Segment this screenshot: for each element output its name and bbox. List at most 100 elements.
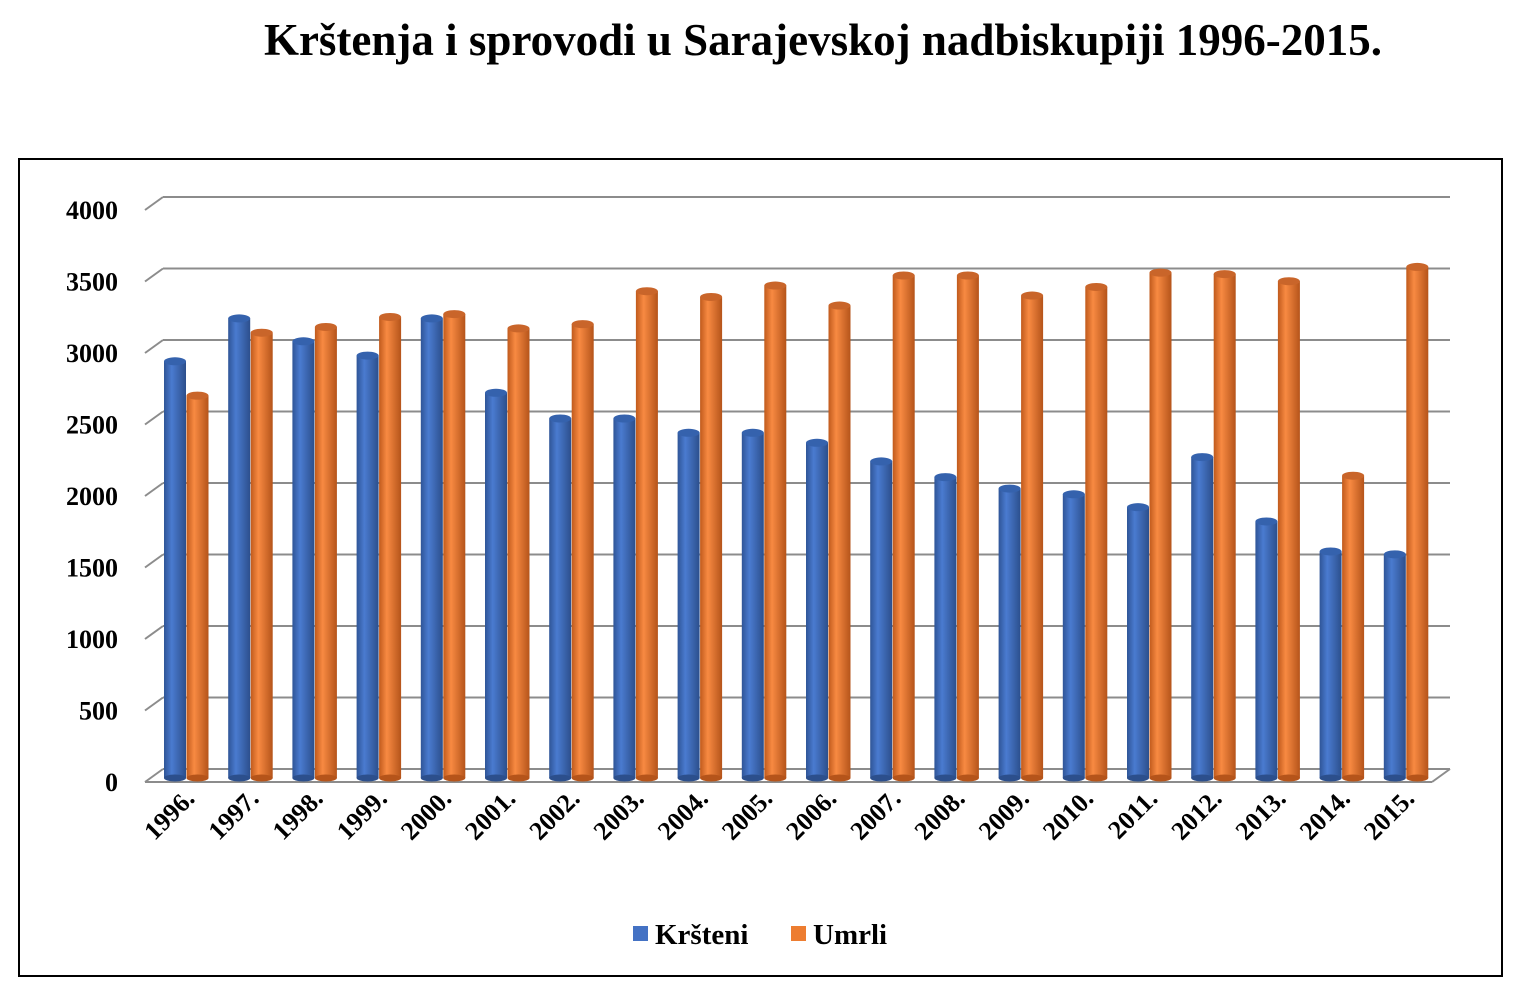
bar-body xyxy=(292,341,315,778)
bar-umrli-1999 xyxy=(379,312,402,782)
bar-base xyxy=(934,774,957,782)
bar-base xyxy=(828,774,851,782)
y-tick-label: 3000 xyxy=(66,339,118,368)
bar-top xyxy=(314,322,337,331)
bar-body xyxy=(806,442,828,778)
bar-krsteni-2004 xyxy=(677,428,700,782)
bar-body xyxy=(549,418,572,778)
y-tick-label: 500 xyxy=(79,697,118,726)
y-tick-label: 1500 xyxy=(66,554,118,583)
bar-umrli-2004 xyxy=(700,292,723,782)
legend-swatch-umrli xyxy=(791,926,806,941)
bar-top xyxy=(828,301,851,310)
gridline-diagonal xyxy=(144,625,164,640)
bar-body xyxy=(1085,286,1108,778)
bar-base xyxy=(379,774,402,782)
bar-umrli-2008 xyxy=(956,271,979,782)
bar-top xyxy=(892,271,915,280)
bar-body xyxy=(764,285,787,778)
bar-body xyxy=(1213,274,1236,778)
bar-krsteni-2002 xyxy=(549,414,572,782)
bar-base xyxy=(892,774,915,782)
bar-body xyxy=(1277,281,1300,778)
bar-top xyxy=(186,391,209,400)
bar-base xyxy=(507,774,530,782)
y-tick-label: 4000 xyxy=(66,196,118,225)
bar-krsteni-2005 xyxy=(741,428,764,782)
y-tick-label: 2500 xyxy=(66,411,118,440)
bar-top xyxy=(507,324,530,333)
gridline-diagonal xyxy=(144,553,164,569)
bar-base xyxy=(700,774,723,782)
bar-body xyxy=(1021,295,1044,778)
bar-krsteni-1997 xyxy=(228,314,251,782)
bar-top xyxy=(1085,282,1108,291)
bar-body xyxy=(485,392,507,778)
bar-top xyxy=(741,428,764,437)
bar-body xyxy=(934,477,957,778)
bar-base xyxy=(314,774,337,782)
bar-top xyxy=(1191,453,1214,462)
bar-top xyxy=(1149,268,1172,277)
bar-top xyxy=(1277,277,1300,286)
bar-base xyxy=(677,774,700,782)
bar-body xyxy=(870,461,893,778)
x-tick-label: 2012. xyxy=(1166,784,1228,846)
bar-base xyxy=(1319,774,1342,782)
bar-body xyxy=(164,361,186,778)
bar-body xyxy=(1319,551,1342,778)
gridline-diagonal xyxy=(144,482,164,497)
bar-top xyxy=(250,328,273,337)
bar-base xyxy=(356,774,379,782)
bar-top xyxy=(613,414,636,423)
y-tick-label: 0 xyxy=(105,768,118,797)
bar-body xyxy=(956,275,979,778)
bar-body xyxy=(998,488,1021,778)
bar-base xyxy=(1191,774,1214,782)
legend-label-umrli: Umrli xyxy=(813,919,887,951)
floor-side-edge xyxy=(1431,768,1451,783)
bar-krsteni-2006 xyxy=(806,438,828,782)
x-tick-label: 2000. xyxy=(395,784,457,846)
bar-base xyxy=(164,774,186,782)
bar-base xyxy=(228,774,251,782)
bar-top xyxy=(700,292,723,301)
x-tick-label: 1998. xyxy=(267,784,329,846)
x-tick-label: 2002. xyxy=(524,784,586,846)
bar-umrli-1998 xyxy=(314,322,337,782)
bar-base xyxy=(1342,774,1365,782)
bar-top xyxy=(420,314,443,323)
bar-krsteni-2003 xyxy=(613,414,636,782)
legend-swatch-krsteni xyxy=(633,926,648,941)
bar-umrli-2011 xyxy=(1149,268,1172,782)
chart-title: Krštenja i sprovodi u Sarajevskoj nadbis… xyxy=(263,15,1383,65)
bar-krsteni-2001 xyxy=(485,388,507,782)
bar-umrli-2015 xyxy=(1406,262,1429,782)
bar-umrli-2012 xyxy=(1213,270,1236,782)
bar-top xyxy=(677,428,700,437)
bar-base xyxy=(571,774,594,782)
bar-umrli-2002 xyxy=(571,320,594,782)
bar-body xyxy=(420,318,443,778)
bar-body xyxy=(571,324,594,778)
bar-body xyxy=(228,318,251,778)
bar-base xyxy=(1085,774,1108,782)
bar-top xyxy=(956,271,979,280)
bar-base xyxy=(1255,774,1278,782)
gridline-diagonal xyxy=(144,196,164,211)
bar-top xyxy=(1383,550,1406,559)
bar-base xyxy=(1213,774,1236,782)
x-tick-label: 2007. xyxy=(845,784,907,846)
bar-umrli-1996 xyxy=(186,391,209,782)
bar-base xyxy=(186,774,209,782)
bar-krsteni-2013 xyxy=(1255,517,1278,782)
bar-top xyxy=(549,414,572,423)
bar-krsteni-1999 xyxy=(356,351,379,782)
bar-top xyxy=(485,388,507,397)
bar-top xyxy=(764,281,787,290)
bar-krsteni-2012 xyxy=(1191,453,1214,782)
bar-body xyxy=(314,326,337,778)
bar-base xyxy=(613,774,636,782)
x-tick-label: 2010. xyxy=(1037,784,1099,846)
x-tick-label: 1996. xyxy=(138,784,200,846)
